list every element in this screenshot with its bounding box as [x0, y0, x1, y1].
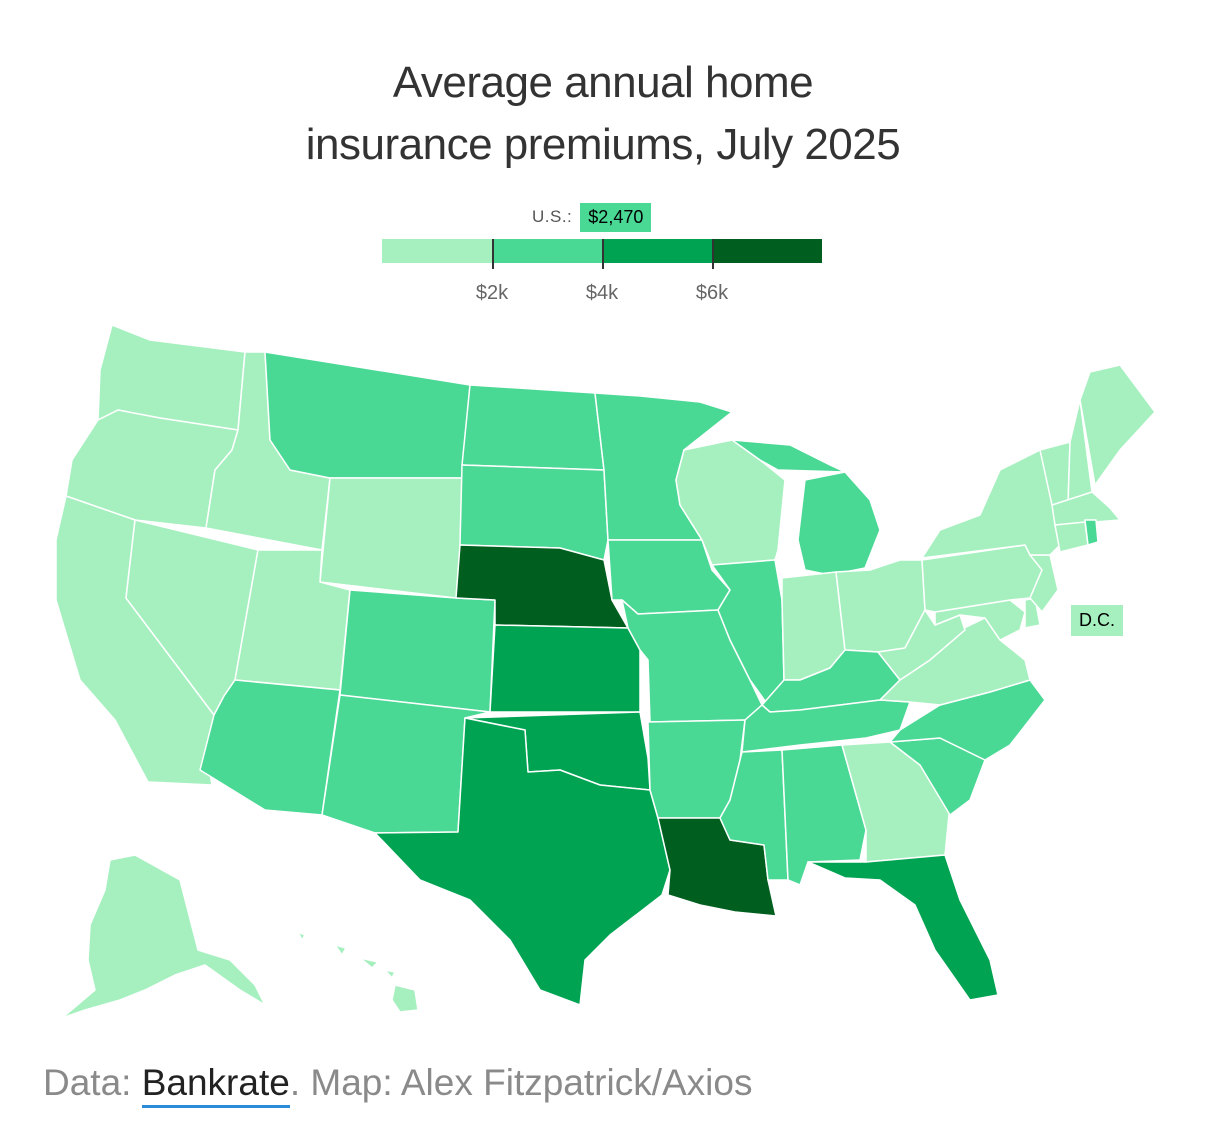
state-ak	[61, 854, 266, 1019]
legend-bin-4	[602, 239, 712, 263]
title-line-2: insurance premiums, July 2025	[305, 120, 901, 169]
state-ks	[489, 624, 641, 713]
state-ri	[1084, 519, 1099, 546]
legend-bin-3	[547, 239, 602, 263]
color-legend: U.S.: $2,470 $2k $4k $6k	[382, 196, 842, 316]
state-il	[711, 559, 785, 706]
state-tx	[374, 717, 671, 1006]
legend-bin-2	[492, 239, 547, 263]
us-average-label: U.S.:	[532, 207, 573, 226]
state-co	[339, 589, 496, 713]
state-az	[199, 679, 341, 816]
source-credit: Data: Bankrate. Map: Alex Fitzpatrick/Ax…	[43, 1062, 753, 1108]
legend-tick-label-3: $6k	[695, 282, 729, 304]
legend-bin-1	[382, 239, 492, 263]
state-fl	[807, 854, 999, 1001]
legend-bin-5	[712, 239, 822, 263]
source-link-bankrate[interactable]: Bankrate	[141, 1062, 290, 1108]
source-suffix: . Map: Alex Fitzpatrick/Axios	[289, 1062, 753, 1103]
state-mt	[264, 351, 471, 479]
legend-tick-1	[492, 239, 494, 269]
legend-tick-2	[602, 239, 604, 269]
us-average-value: $2,470	[580, 202, 652, 232]
state-ct	[1054, 521, 1089, 553]
state-wy	[319, 477, 463, 599]
title-line-1: Average annual home	[392, 58, 814, 107]
legend-tick-3	[712, 239, 714, 269]
state-ny	[921, 449, 1061, 559]
legend-tick-label-2: $4k	[585, 282, 619, 304]
us-average: U.S.: $2,470	[532, 200, 652, 234]
state-hi	[297, 931, 419, 1013]
legend-color-bar	[382, 239, 822, 263]
state-me	[1079, 364, 1156, 486]
state-md	[934, 599, 1026, 641]
us-choropleth-map	[55, 324, 1156, 1019]
dc-label: D.C.	[1071, 605, 1123, 636]
source-prefix: Data:	[43, 1062, 142, 1103]
legend-tick-label-1: $2k	[475, 282, 509, 304]
state-mi	[731, 439, 881, 576]
chart-title: Average annual home insurance premiums, …	[0, 52, 1206, 176]
state-nd	[461, 384, 605, 471]
